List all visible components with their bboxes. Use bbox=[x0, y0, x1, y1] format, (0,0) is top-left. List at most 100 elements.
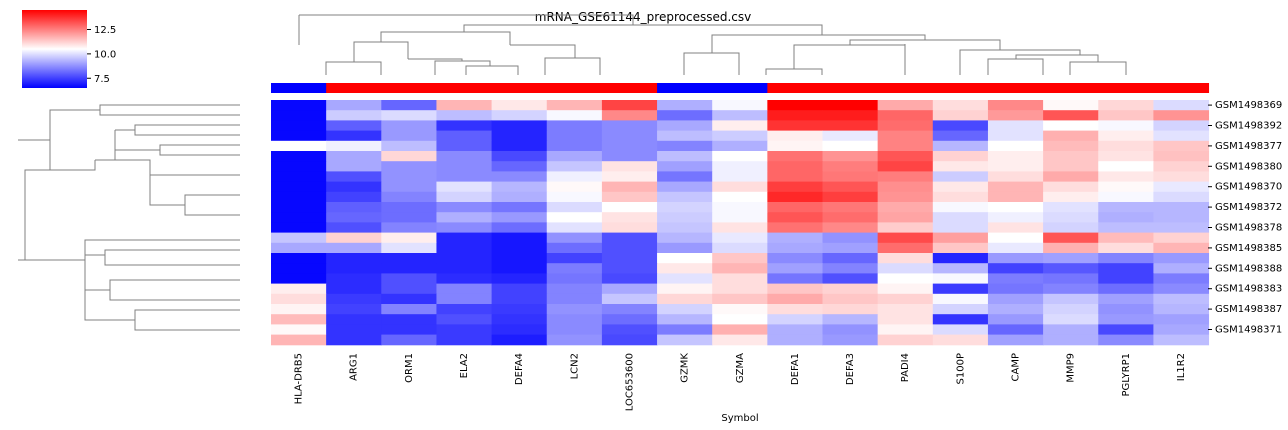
row-label: GSM1498377 bbox=[1215, 141, 1282, 152]
heatmap-cell bbox=[1043, 304, 1099, 315]
colorbar-tick-label: 12.5 bbox=[94, 25, 116, 36]
column-label: LCN2 bbox=[569, 353, 580, 379]
heatmap-cell bbox=[712, 130, 768, 142]
heatmap-cell bbox=[1043, 130, 1099, 142]
heatmap-cell bbox=[1098, 304, 1154, 315]
heatmap-cell bbox=[1153, 191, 1210, 203]
heatmap-cell bbox=[326, 110, 382, 121]
heatmap-cell bbox=[657, 110, 713, 121]
heatmap-cell bbox=[381, 202, 437, 213]
heatmap-cell bbox=[657, 263, 713, 274]
heatmap-cell bbox=[657, 100, 713, 111]
heatmap-cell bbox=[271, 202, 327, 213]
column-group-cell bbox=[381, 83, 437, 93]
heatmap-cell bbox=[326, 202, 382, 213]
heatmap-cell bbox=[712, 151, 768, 162]
heatmap-cell bbox=[1153, 110, 1210, 121]
heatmap-cell bbox=[491, 110, 548, 121]
heatmap-cell bbox=[767, 191, 823, 203]
heatmap-cell bbox=[326, 191, 382, 203]
heatmap-cell bbox=[932, 263, 989, 274]
heatmap-cell bbox=[271, 161, 327, 172]
heatmap-cell bbox=[877, 151, 934, 162]
heatmap-cell bbox=[987, 253, 1044, 264]
heatmap-cell bbox=[326, 151, 382, 162]
heatmap-cell bbox=[436, 120, 493, 132]
heatmap-cell bbox=[436, 334, 493, 346]
heatmap-cell bbox=[381, 212, 437, 223]
heatmap-cell bbox=[1153, 293, 1210, 305]
heatmap-cell bbox=[491, 212, 548, 223]
heatmap-cell bbox=[712, 171, 768, 183]
column-group-cell bbox=[932, 83, 989, 93]
heatmap-cell bbox=[271, 191, 327, 203]
heatmap-cell bbox=[1043, 334, 1099, 346]
heatmap-cell bbox=[601, 191, 658, 203]
heatmap-cell bbox=[657, 202, 713, 213]
heatmap-cell bbox=[822, 171, 879, 183]
heatmap-cell bbox=[877, 263, 934, 274]
heatmap-cell bbox=[712, 253, 768, 264]
row-label: GSM1498369 bbox=[1215, 100, 1282, 111]
heatmap-cell bbox=[657, 253, 713, 264]
heatmap-cell bbox=[601, 222, 658, 234]
heatmap-cell bbox=[601, 161, 658, 172]
column-group-cell bbox=[436, 83, 493, 93]
heatmap-cell bbox=[657, 283, 713, 295]
heatmap-cell bbox=[436, 100, 493, 111]
heatmap-cell bbox=[877, 293, 934, 305]
heatmap-cell bbox=[1153, 120, 1210, 132]
heatmap-cell bbox=[436, 191, 493, 203]
row-label: GSM1498392 bbox=[1215, 121, 1282, 132]
heatmap-cell bbox=[381, 191, 437, 203]
heatmap-cell bbox=[1098, 293, 1154, 305]
heatmap-cell bbox=[546, 110, 603, 121]
heatmap-cell bbox=[1153, 314, 1210, 325]
heatmap-cell bbox=[1043, 212, 1099, 223]
heatmap-cell bbox=[546, 253, 603, 264]
heatmap-cell bbox=[932, 304, 989, 315]
heatmap-cell bbox=[822, 304, 879, 315]
column-group-cell bbox=[271, 83, 327, 93]
column-group-cell bbox=[767, 83, 823, 93]
heatmap-cell bbox=[767, 171, 823, 183]
heatmap-cell bbox=[436, 253, 493, 264]
heatmap-cell bbox=[1153, 232, 1210, 244]
heatmap-cell bbox=[877, 314, 934, 325]
heatmap-cell bbox=[877, 110, 934, 121]
heatmap-cell bbox=[767, 110, 823, 121]
heatmap-cell bbox=[271, 263, 327, 274]
column-label: IL1R2 bbox=[1176, 353, 1187, 381]
heatmap-cell bbox=[1153, 304, 1210, 315]
heatmap-cell bbox=[326, 273, 382, 285]
heatmap-cell bbox=[546, 283, 603, 295]
heatmap-cell bbox=[987, 100, 1044, 111]
heatmap-cell bbox=[657, 151, 713, 162]
row-label: GSM1498370 bbox=[1215, 182, 1282, 193]
heatmap-cell bbox=[932, 222, 989, 234]
row-label: GSM1498387 bbox=[1215, 304, 1282, 315]
heatmap-cell bbox=[712, 120, 768, 132]
heatmap-cell bbox=[436, 110, 493, 121]
heatmap-cell bbox=[491, 304, 548, 315]
heatmap-cell bbox=[987, 283, 1044, 295]
column-labels: HLA-DRB5 ARG1 ORM1 ELA2 DEFA4 LCN2 LOC653600 GZ… bbox=[294, 353, 1187, 412]
heatmap-cell bbox=[436, 171, 493, 183]
heatmap-cell bbox=[1098, 120, 1154, 132]
heatmap-cell bbox=[712, 314, 768, 325]
heatmap-cell bbox=[1043, 202, 1099, 213]
heatmap-cell bbox=[601, 151, 658, 162]
heatmap-cell bbox=[326, 334, 382, 346]
column-label: ARG1 bbox=[349, 353, 360, 381]
heatmap-cell bbox=[601, 171, 658, 183]
heatmap-cell bbox=[877, 130, 934, 142]
heatmap-cell bbox=[1098, 314, 1154, 325]
heatmap-cell bbox=[436, 242, 493, 254]
heatmap-cell bbox=[987, 110, 1044, 121]
heatmap-cell bbox=[987, 324, 1044, 336]
heatmap-cell bbox=[491, 161, 548, 172]
heatmap-cell bbox=[546, 120, 603, 132]
heatmap-cell bbox=[657, 334, 713, 346]
heatmap-cell bbox=[767, 222, 823, 234]
heatmap-cell bbox=[1153, 253, 1210, 264]
